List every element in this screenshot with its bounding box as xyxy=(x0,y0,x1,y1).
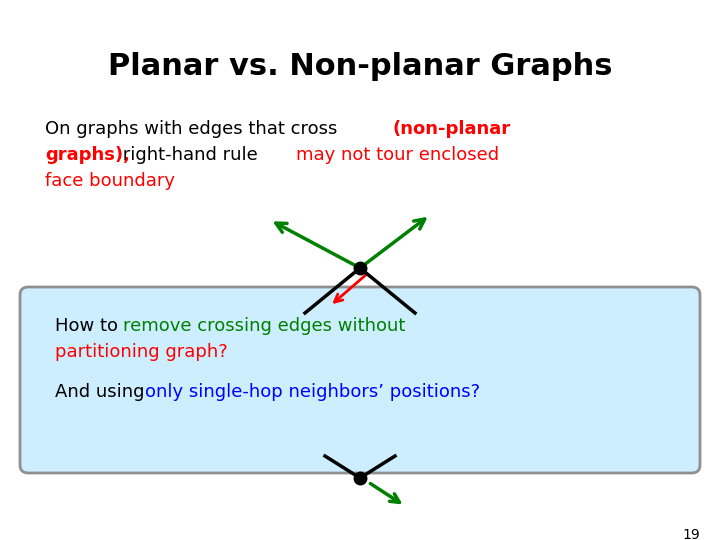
Text: And using: And using xyxy=(55,383,150,401)
FancyBboxPatch shape xyxy=(20,287,700,473)
Text: only single-hop neighbors’ positions?: only single-hop neighbors’ positions? xyxy=(145,383,480,401)
Text: On graphs with edges that cross: On graphs with edges that cross xyxy=(45,120,343,138)
Text: face boundary: face boundary xyxy=(45,172,175,190)
Text: partitioning graph?: partitioning graph? xyxy=(55,343,228,361)
Text: may not tour enclosed: may not tour enclosed xyxy=(296,146,499,164)
Text: remove crossing edges without: remove crossing edges without xyxy=(123,317,405,335)
Text: graphs),: graphs), xyxy=(45,146,130,164)
Text: (non-planar: (non-planar xyxy=(392,120,510,138)
Text: 19: 19 xyxy=(683,528,700,540)
Text: Planar vs. Non-planar Graphs: Planar vs. Non-planar Graphs xyxy=(108,52,612,81)
Text: How to: How to xyxy=(55,317,124,335)
Text: right-hand rule: right-hand rule xyxy=(117,146,264,164)
